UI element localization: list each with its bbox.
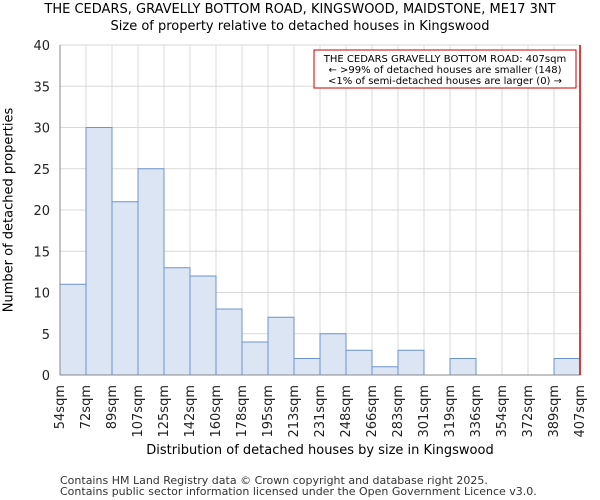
- y-tick-label: 5: [42, 328, 50, 343]
- y-tick-label: 15: [33, 245, 50, 260]
- bar: [345, 349, 373, 376]
- bar: [59, 283, 87, 376]
- x-tick-group: 195sqm: [261, 385, 276, 438]
- bar: [241, 341, 269, 376]
- x-tick-label: 301sqm: [417, 385, 432, 438]
- bar: [293, 358, 321, 376]
- annotation-box: [313, 49, 577, 89]
- x-tick-label: 319sqm: [443, 385, 458, 438]
- x-tick-group: 354sqm: [495, 385, 510, 438]
- bar: [189, 275, 217, 376]
- y-tick-label: 30: [33, 122, 50, 137]
- y-axis-label: Number of detached properties: [1, 107, 17, 313]
- bar: [85, 127, 113, 376]
- bars-layer: [59, 127, 581, 376]
- x-tick-group: 389sqm: [547, 385, 562, 438]
- bar: [163, 267, 191, 376]
- x-tick-group: 125sqm: [157, 385, 172, 438]
- x-tick-label: 125sqm: [157, 385, 172, 438]
- x-tick-label: 354sqm: [495, 385, 510, 438]
- x-tick-label: 407sqm: [573, 385, 588, 438]
- bar: [371, 366, 399, 376]
- y-tick-label: 40: [33, 39, 50, 54]
- y-tick-label: 10: [33, 287, 50, 302]
- chart-subtitle: Size of property relative to detached ho…: [110, 19, 490, 34]
- bar: [267, 316, 295, 376]
- x-tick-label: 248sqm: [339, 385, 354, 438]
- x-tick-label: 160sqm: [209, 385, 224, 438]
- footer-licence: Contains public sector information licen…: [60, 485, 537, 498]
- bar: [319, 333, 347, 376]
- footer-copyright: Contains HM Land Registry data © Crown c…: [60, 474, 488, 487]
- x-axis-label: Distribution of detached houses by size …: [146, 443, 494, 458]
- x-tick-label: 389sqm: [547, 385, 562, 438]
- bar: [111, 201, 139, 376]
- x-tick-group: 178sqm: [235, 385, 250, 438]
- bar: [137, 168, 165, 376]
- bar: [449, 358, 477, 376]
- x-tick-label: 336sqm: [469, 385, 484, 438]
- x-tick-label: 195sqm: [261, 385, 276, 438]
- x-tick-label: 178sqm: [235, 385, 250, 438]
- y-tick-label: 35: [33, 80, 50, 95]
- bar: [397, 349, 425, 376]
- annotation-layer: THE CEDARS GRAVELLY BOTTOM ROAD: 407sqm←…: [313, 49, 577, 89]
- x-tick-label: 142sqm: [183, 385, 198, 438]
- x-tick-label: 54sqm: [53, 385, 68, 429]
- x-tick-group: 142sqm: [183, 385, 198, 438]
- y-tick-label: 0: [42, 369, 50, 384]
- x-tick-group: 213sqm: [287, 385, 302, 438]
- annotation-line: THE CEDARS GRAVELLY BOTTOM ROAD: 407sqm: [323, 54, 566, 65]
- bar: [553, 358, 581, 376]
- x-tick-group: 231sqm: [313, 385, 328, 438]
- x-tick-label: 72sqm: [79, 385, 94, 429]
- annotation-line: ← >99% of detached houses are smaller (1…: [328, 65, 561, 76]
- x-tick-group: 160sqm: [209, 385, 224, 438]
- x-tick-group: 107sqm: [131, 385, 146, 438]
- axis-layer: 0 5 10 15 20 25 30 35 40 54sqm 72sqm 89sqm 107sqm 125…: [33, 39, 588, 438]
- x-tick-group: 301sqm: [417, 385, 432, 438]
- x-tick-label: 213sqm: [287, 385, 302, 438]
- x-tick-group: 54sqm: [53, 385, 68, 429]
- x-tick-group: 248sqm: [339, 385, 354, 438]
- x-tick-label: 107sqm: [131, 385, 146, 438]
- chart-title: THE CEDARS, GRAVELLY BOTTOM ROAD, KINGSW…: [44, 2, 556, 17]
- bar: [215, 308, 243, 376]
- x-tick-group: 283sqm: [391, 385, 406, 438]
- x-tick-label: 283sqm: [391, 385, 406, 438]
- x-tick-group: 72sqm: [79, 385, 94, 429]
- annotation-line: <1% of semi-detached houses are larger (…: [328, 76, 562, 87]
- x-tick-group: 372sqm: [521, 385, 536, 438]
- x-tick-label: 372sqm: [521, 385, 536, 438]
- x-tick-group: 266sqm: [365, 385, 380, 438]
- y-tick-label: 25: [33, 163, 50, 178]
- x-tick-label: 266sqm: [365, 385, 380, 438]
- x-tick-group: 89sqm: [105, 385, 120, 429]
- x-tick-label: 231sqm: [313, 385, 328, 438]
- x-tick-group: 319sqm: [443, 385, 458, 438]
- y-tick-label: 20: [33, 204, 50, 219]
- x-tick-group: 407sqm: [573, 385, 588, 438]
- x-tick-label: 89sqm: [105, 385, 120, 429]
- x-tick-group: 336sqm: [469, 385, 484, 438]
